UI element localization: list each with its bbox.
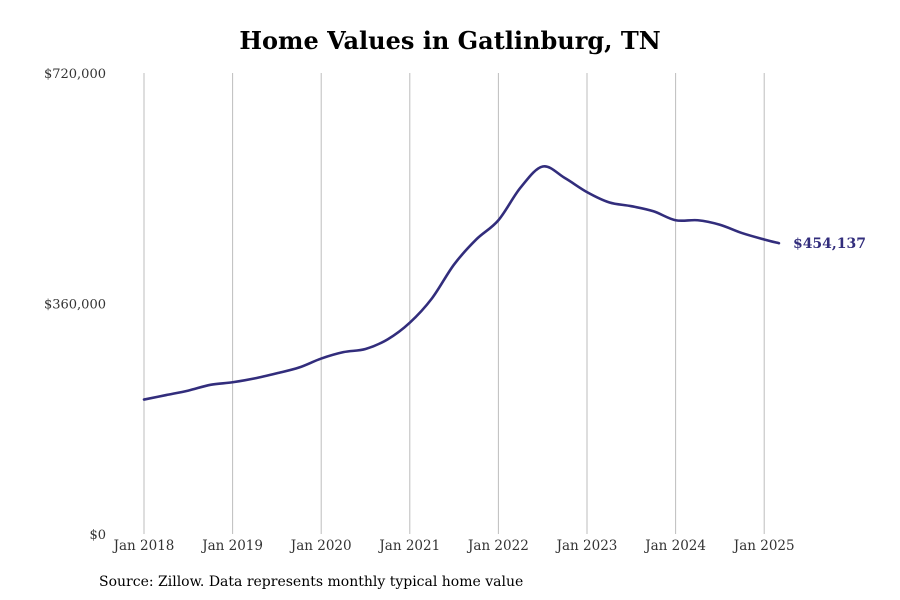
x-tick-label: Jan 2022: [466, 538, 529, 554]
x-tick-label: Jan 2021: [377, 538, 440, 554]
chart-title: Home Values in Gatlinburg, TN: [239, 26, 661, 55]
x-tick-label: Jan 2020: [289, 538, 352, 554]
x-tick-label: Jan 2025: [732, 538, 795, 554]
x-axis: Jan 2018 Jan 2019 Jan 2020 Jan 2021 Jan 2022…: [112, 538, 795, 554]
x-tick-label: Jan 2024: [643, 538, 706, 554]
y-tick-label: $720,000: [44, 67, 106, 82]
series-line-0: [142, 165, 781, 401]
y-tick-label: $360,000: [44, 298, 106, 313]
last-value-label: $454,137: [793, 236, 866, 252]
series: [142, 165, 781, 401]
source-note: Source: Zillow. Data represents monthly …: [99, 574, 524, 590]
annotations: $454,137: [793, 236, 866, 252]
x-tick-label: Jan 2023: [555, 538, 618, 554]
y-tick-label: $0: [89, 528, 106, 543]
y-axis: $0 $360,000 $720,000: [44, 67, 106, 543]
x-tick-label: Jan 2018: [112, 538, 175, 554]
gridlines: [143, 73, 765, 534]
x-tick-label: Jan 2019: [200, 538, 263, 554]
